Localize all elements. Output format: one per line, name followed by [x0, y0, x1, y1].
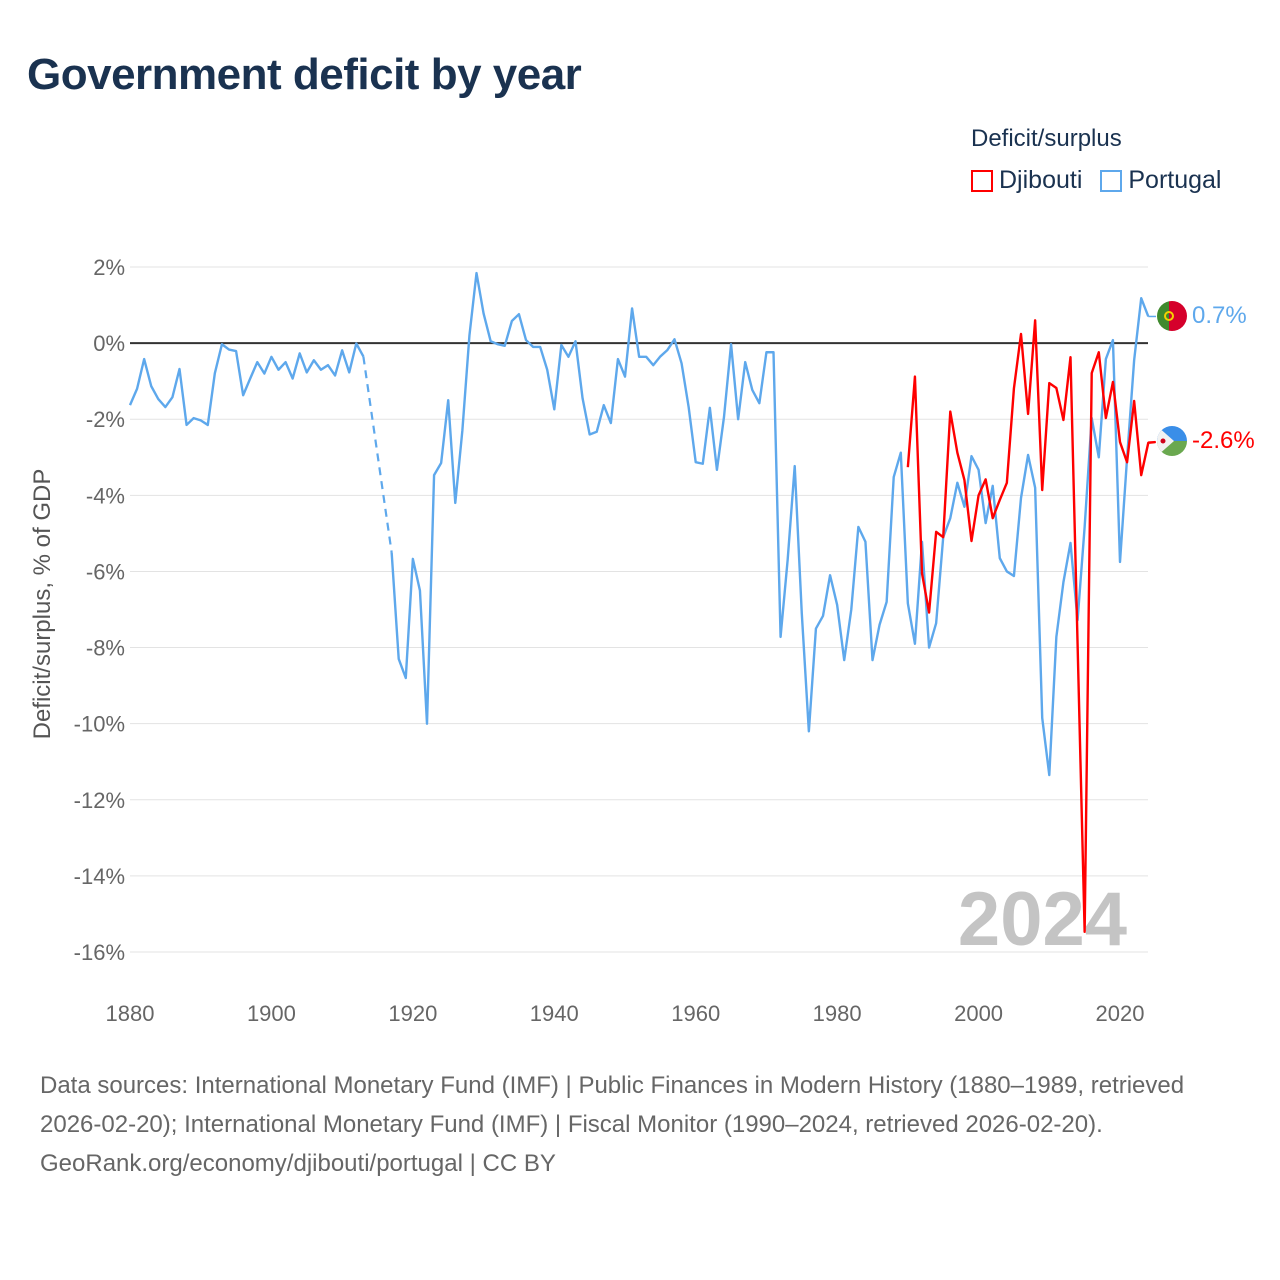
legend-title: Deficit/surplus: [971, 125, 1122, 152]
legend-label-djibouti: Djibouti: [999, 166, 1083, 194]
legend-item-djibouti[interactable]: Djibouti: [971, 166, 1082, 195]
chart-title: Government deficit by year: [27, 50, 582, 99]
y-tick-label: -10%: [74, 712, 125, 737]
portugal-line: [390, 271, 1150, 777]
portugal-line: [128, 342, 365, 427]
y-axis-label: Deficit/surplus, % of GDP: [29, 469, 56, 740]
portugal-end-label: 0.7%: [1192, 302, 1247, 329]
y-tick-label: -14%: [74, 864, 125, 889]
y-tick-label: 2%: [93, 255, 125, 280]
x-axis-ticks: 1880 1900 1920 1940 1960 1980 2000 2020: [106, 1001, 1145, 1026]
y-tick-label: -6%: [86, 559, 125, 584]
gridlines: [130, 266, 1148, 953]
djibouti-end-label: -2.6%: [1192, 427, 1255, 454]
x-tick-label: 1880: [106, 1001, 155, 1026]
data-sources: Data sources: International Monetary Fun…: [40, 1072, 1185, 1138]
x-tick-label: 1960: [671, 1001, 720, 1026]
djibouti-flag-icon: [1157, 426, 1187, 456]
legend-swatch-djibouti: [971, 169, 993, 192]
x-tick-label: 1980: [813, 1001, 862, 1026]
legend: Djibouti Portugal: [971, 166, 1222, 195]
series-lines: [128, 271, 1156, 934]
legend-swatch-portugal: [1100, 169, 1123, 192]
portugal-flag-icon: [1157, 301, 1187, 331]
y-tick-label: -12%: [74, 788, 125, 813]
legend-item-portugal[interactable]: Portugal: [1100, 166, 1222, 195]
x-tick-label: 2000: [954, 1001, 1003, 1026]
legend-label-portugal: Portugal: [1128, 166, 1222, 194]
y-axis-ticks: 2% 0% -2% -4% -6% -8% -10% -12% -14% -16%: [74, 255, 125, 965]
x-tick-label: 1900: [247, 1001, 296, 1026]
year-watermark: 2024: [958, 877, 1127, 962]
y-tick-label: -4%: [86, 483, 125, 508]
x-tick-label: 1940: [530, 1001, 579, 1026]
footer: Data sources: International Monetary Fun…: [40, 1066, 1240, 1183]
x-tick-label: 2020: [1096, 1001, 1145, 1026]
portugal-gap-line: [362, 356, 393, 553]
y-tick-label: -2%: [86, 407, 125, 432]
y-tick-label: -16%: [74, 940, 125, 965]
credit-link[interactable]: GeoRank.org/economy/djibouti/portugal | …: [40, 1150, 556, 1177]
x-tick-label: 1920: [388, 1001, 437, 1026]
djibouti-line: [906, 319, 1156, 934]
y-tick-label: -8%: [86, 636, 125, 661]
y-tick-label: 0%: [93, 331, 125, 356]
